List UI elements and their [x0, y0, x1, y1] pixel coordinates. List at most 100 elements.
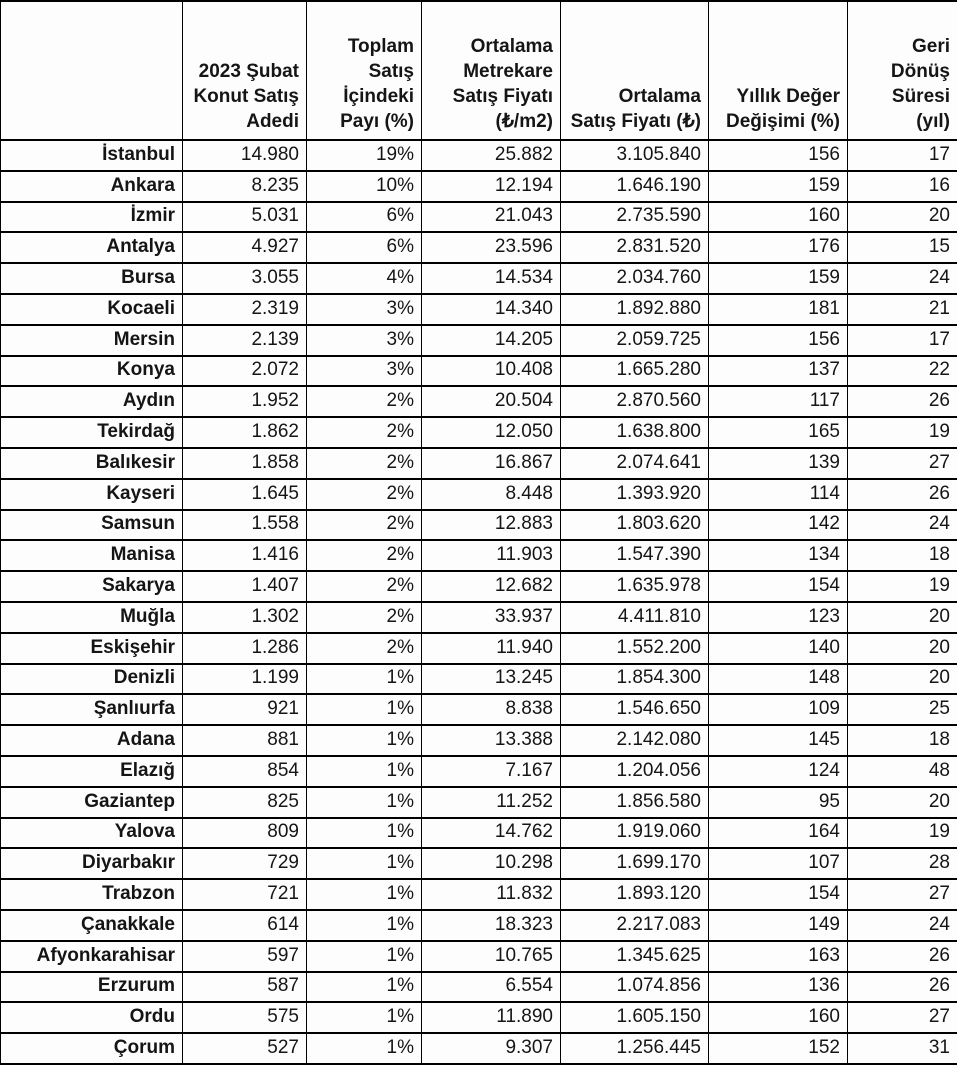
cell-value: 2%: [306, 631, 422, 665]
column-header: Toplam Satış İçindeki Payı (%): [306, 0, 422, 141]
cell-value: 1.547.390: [560, 539, 709, 573]
cell-value: 854: [182, 754, 307, 788]
table-row: Çanakkale 614 1% 18.323 2.217.083 149 24: [0, 908, 957, 942]
cell-value: 729: [182, 847, 307, 881]
cell-value: 1.199: [182, 662, 307, 696]
table-body: İstanbul 14.980 19% 25.882 3.105.840 156 17 Ank…: [0, 139, 957, 1065]
cell-value: 17: [847, 323, 957, 357]
cell-value: 18.323: [421, 908, 561, 942]
cell-value: 1.552.200: [560, 631, 709, 665]
cell-value: 27: [847, 1001, 957, 1035]
cell-value: 1.558: [182, 508, 307, 542]
table-row: Samsun 1.558 2% 12.883 1.803.620 142 24: [0, 508, 957, 542]
cell-value: 1.416: [182, 539, 307, 573]
cell-value: 12.883: [421, 508, 561, 542]
cell-value: 19: [847, 816, 957, 850]
cell-value: 95: [708, 785, 848, 819]
table-row: Ordu 575 1% 11.890 1.605.150 160 27: [0, 1001, 957, 1035]
column-header: Ortalama Metrekare Satış Fiyatı (₺/m2): [421, 0, 561, 141]
cell-value: 8.838: [421, 693, 561, 727]
table-row: Ankara 8.235 10% 12.194 1.646.190 159 16: [0, 169, 957, 203]
cell-value: 31: [847, 1032, 957, 1065]
cell-value: 3%: [306, 323, 422, 357]
cell-city: Sakarya: [0, 570, 183, 603]
cell-value: 156: [708, 323, 848, 357]
cell-value: 1.638.800: [560, 416, 709, 449]
table-row: İzmir 5.031 6% 21.043 2.735.590 160 20: [0, 200, 957, 234]
cell-value: 12.050: [421, 416, 561, 449]
cell-value: 1%: [306, 816, 422, 850]
cell-value: 2%: [306, 416, 422, 449]
table-row: Kocaeli 2.319 3% 14.340 1.892.880 181 21: [0, 292, 957, 326]
cell-value: 11.903: [421, 539, 561, 573]
cell-city: İzmir: [0, 200, 183, 234]
cell-value: 1.862: [182, 416, 307, 449]
cell-value: 1.407: [182, 570, 307, 603]
cell-value: 1%: [306, 908, 422, 942]
cell-value: 721: [182, 878, 307, 911]
cell-value: 176: [708, 231, 848, 265]
cell-value: 1.074.856: [560, 970, 709, 1004]
cell-value: 12.194: [421, 169, 561, 203]
cell-value: 1.286: [182, 631, 307, 665]
cell-value: 2%: [306, 446, 422, 480]
cell-value: 1.858: [182, 446, 307, 480]
cell-value: 14.762: [421, 816, 561, 850]
table-row: Adana 881 1% 13.388 2.142.080 145 18: [0, 724, 957, 757]
cell-value: 160: [708, 1001, 848, 1035]
cell-value: 20: [847, 785, 957, 819]
cell-city: Trabzon: [0, 878, 183, 911]
cell-value: 1.646.190: [560, 169, 709, 203]
table-row: Bursa 3.055 4% 14.534 2.034.760 159 24: [0, 262, 957, 295]
cell-value: 6%: [306, 200, 422, 234]
column-header: Ortalama Satış Fiyatı (₺): [560, 0, 709, 141]
cell-value: 587: [182, 970, 307, 1004]
cell-value: 8.448: [421, 477, 561, 511]
table-row: Manisa 1.416 2% 11.903 1.547.390 134 18: [0, 539, 957, 573]
table-row: Muğla 1.302 2% 33.937 4.411.810 123 20: [0, 600, 957, 634]
cell-value: 2%: [306, 477, 422, 511]
cell-value: 1.605.150: [560, 1001, 709, 1035]
cell-value: 3%: [306, 354, 422, 388]
cell-value: 21.043: [421, 200, 561, 234]
cell-city: Afyonkarahisar: [0, 939, 183, 973]
cell-value: 4.927: [182, 231, 307, 265]
cell-value: 14.980: [182, 139, 307, 172]
cell-value: 11.832: [421, 878, 561, 911]
cell-value: 20: [847, 200, 957, 234]
cell-value: 1.393.920: [560, 477, 709, 511]
cell-value: 1%: [306, 847, 422, 881]
cell-value: 11.890: [421, 1001, 561, 1035]
cell-value: 140: [708, 631, 848, 665]
cell-value: 117: [708, 385, 848, 419]
table-row: İstanbul 14.980 19% 25.882 3.105.840 156 17: [0, 139, 957, 172]
cell-city: Kocaeli: [0, 292, 183, 326]
cell-value: 139: [708, 446, 848, 480]
column-header: [0, 0, 183, 141]
cell-value: 5.031: [182, 200, 307, 234]
cell-value: 15: [847, 231, 957, 265]
cell-value: 148: [708, 662, 848, 696]
cell-value: 2.059.725: [560, 323, 709, 357]
cell-value: 6.554: [421, 970, 561, 1004]
cell-value: 27: [847, 878, 957, 911]
cell-value: 152: [708, 1032, 848, 1065]
cell-value: 1.645: [182, 477, 307, 511]
table-row: Denizli 1.199 1% 13.245 1.854.300 148 20: [0, 662, 957, 696]
cell-value: 25: [847, 693, 957, 727]
cell-value: 24: [847, 262, 957, 295]
cell-value: 10.408: [421, 354, 561, 388]
cell-value: 1%: [306, 1001, 422, 1035]
cell-value: 28: [847, 847, 957, 881]
cell-city: Eskişehir: [0, 631, 183, 665]
cell-value: 19: [847, 570, 957, 603]
cell-city: İstanbul: [0, 139, 183, 172]
cell-city: Diyarbakır: [0, 847, 183, 881]
header-row: 2023 Şubat Konut Satış Adedi Toplam Satış…: [0, 0, 957, 141]
cell-value: 881: [182, 724, 307, 757]
cell-value: 1%: [306, 724, 422, 757]
cell-value: 2.034.760: [560, 262, 709, 295]
cell-value: 13.388: [421, 724, 561, 757]
cell-city: Erzurum: [0, 970, 183, 1004]
cell-value: 6%: [306, 231, 422, 265]
